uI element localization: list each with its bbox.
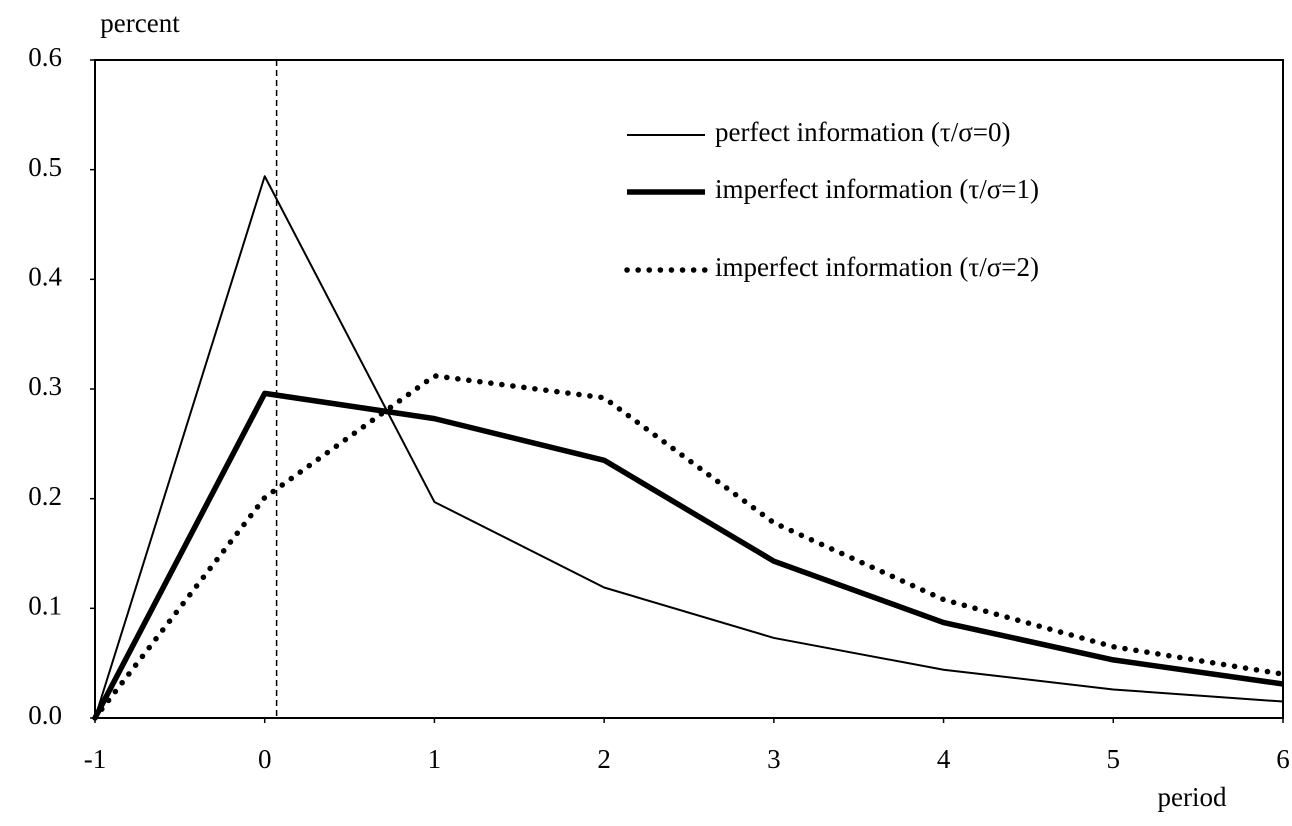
y-axis-label: percent bbox=[100, 8, 180, 38]
y-tick-label: 0.2 bbox=[28, 481, 62, 511]
x-tick-label: 5 bbox=[1107, 744, 1121, 774]
x-tick-label: 2 bbox=[597, 744, 611, 774]
y-tick-label: 0.6 bbox=[28, 42, 62, 72]
x-tick-label: 6 bbox=[1276, 744, 1290, 774]
x-tick-label: 1 bbox=[428, 744, 442, 774]
x-tick-label: 0 bbox=[258, 744, 272, 774]
legend-label: imperfect information (τ/σ=2) bbox=[715, 252, 1039, 282]
series-line bbox=[92, 373, 1286, 721]
x-tick-label: 4 bbox=[937, 744, 951, 774]
series-line bbox=[92, 390, 1284, 720]
x-tick-label: 3 bbox=[767, 744, 781, 774]
series-line bbox=[94, 175, 1284, 719]
y-tick-label: 0.1 bbox=[28, 591, 62, 621]
x-axis-label: period bbox=[1158, 782, 1227, 812]
y-tick-label: 0.0 bbox=[28, 700, 62, 730]
y-tick-label: 0.5 bbox=[28, 152, 62, 182]
x-tick-label: -1 bbox=[84, 744, 107, 774]
plot-frame bbox=[94, 59, 1284, 719]
legend-label: perfect information (τ/σ=0) bbox=[715, 117, 1011, 147]
y-tick-label: 0.3 bbox=[28, 371, 62, 401]
legend-label: imperfect information (τ/σ=1) bbox=[715, 174, 1039, 204]
y-tick-label: 0.4 bbox=[28, 262, 62, 292]
